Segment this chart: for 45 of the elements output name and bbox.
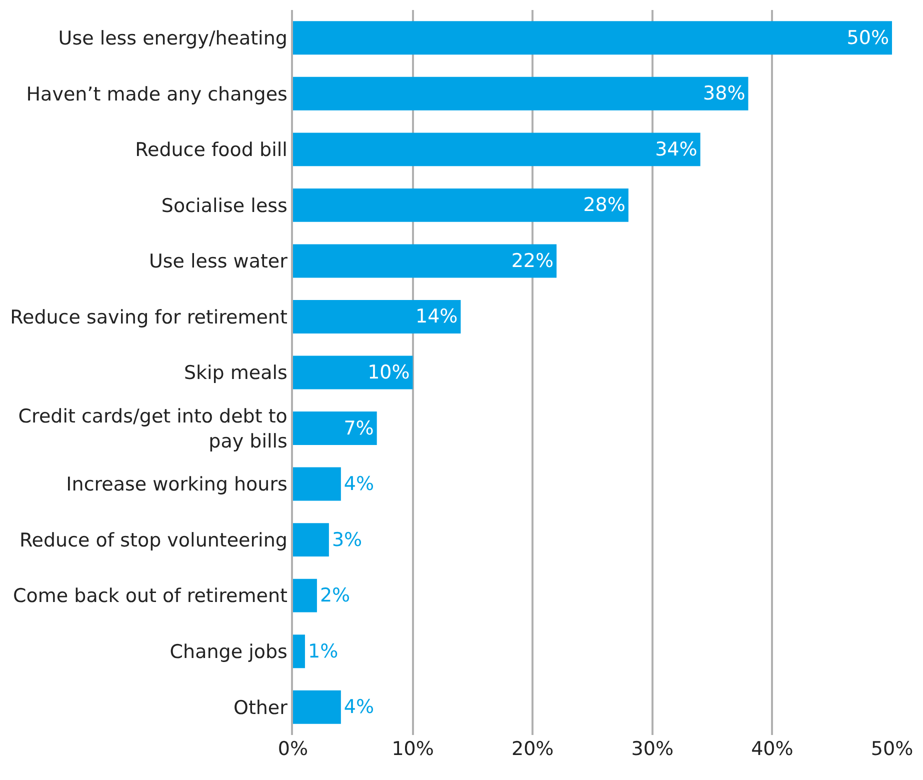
data-label: 3% <box>332 528 362 551</box>
data-label: 1% <box>308 640 338 662</box>
bar <box>293 467 341 501</box>
data-label: 10% <box>368 362 410 384</box>
bar <box>293 21 892 55</box>
y-tick-label: Haven’t made any changes <box>26 83 288 106</box>
data-label: 4% <box>344 696 374 718</box>
y-tick-label: Reduce of stop volunteering <box>19 529 288 552</box>
y-tick-label: Increase working hours <box>66 474 288 496</box>
data-label: 14% <box>415 306 458 328</box>
bar <box>293 188 628 222</box>
data-label: 38% <box>703 82 746 105</box>
x-tick-label: 50% <box>870 738 914 760</box>
x-tick-label: 30% <box>631 738 674 760</box>
x-tick-label: 10% <box>392 738 434 760</box>
y-tick-label: Reduce food bill <box>135 139 288 162</box>
bar <box>293 356 413 390</box>
bar <box>293 132 700 166</box>
bar <box>293 300 461 334</box>
y-tick-label: Socialise less <box>161 194 288 217</box>
data-label: 2% <box>320 584 350 607</box>
y-tick-label: Credit cards/get into debt to pay bills <box>18 406 288 452</box>
data-label: 4% <box>344 473 374 496</box>
bar <box>293 634 305 668</box>
bar <box>293 578 317 612</box>
y-tick-label: Other <box>233 696 288 719</box>
bar <box>293 76 748 110</box>
x-tick-label: 0% <box>278 738 308 760</box>
bar <box>293 412 377 445</box>
bar <box>293 690 341 724</box>
y-tick-label: Use less energy/heating <box>58 28 288 50</box>
x-tick-label: 20% <box>511 738 554 760</box>
y-tick-label: Skip meals <box>184 362 288 384</box>
data-label: 22% <box>511 250 554 272</box>
y-tick-label: Come back out of retirement <box>13 585 288 608</box>
y-tick-label: Change jobs <box>170 641 288 663</box>
bar <box>293 244 557 278</box>
data-label: 7% <box>344 417 374 440</box>
data-label: 50% <box>846 26 889 49</box>
y-tick-label: Use less water <box>148 250 288 273</box>
y-tick-label: Reduce saving for retirement <box>10 306 288 328</box>
data-label: 34% <box>655 138 698 160</box>
bar <box>293 523 329 557</box>
x-tick-label: 40% <box>751 738 794 760</box>
data-label: 28% <box>583 194 626 216</box>
